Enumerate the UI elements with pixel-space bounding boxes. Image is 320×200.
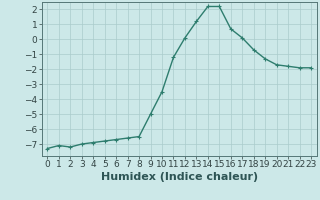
X-axis label: Humidex (Indice chaleur): Humidex (Indice chaleur)	[100, 172, 258, 182]
